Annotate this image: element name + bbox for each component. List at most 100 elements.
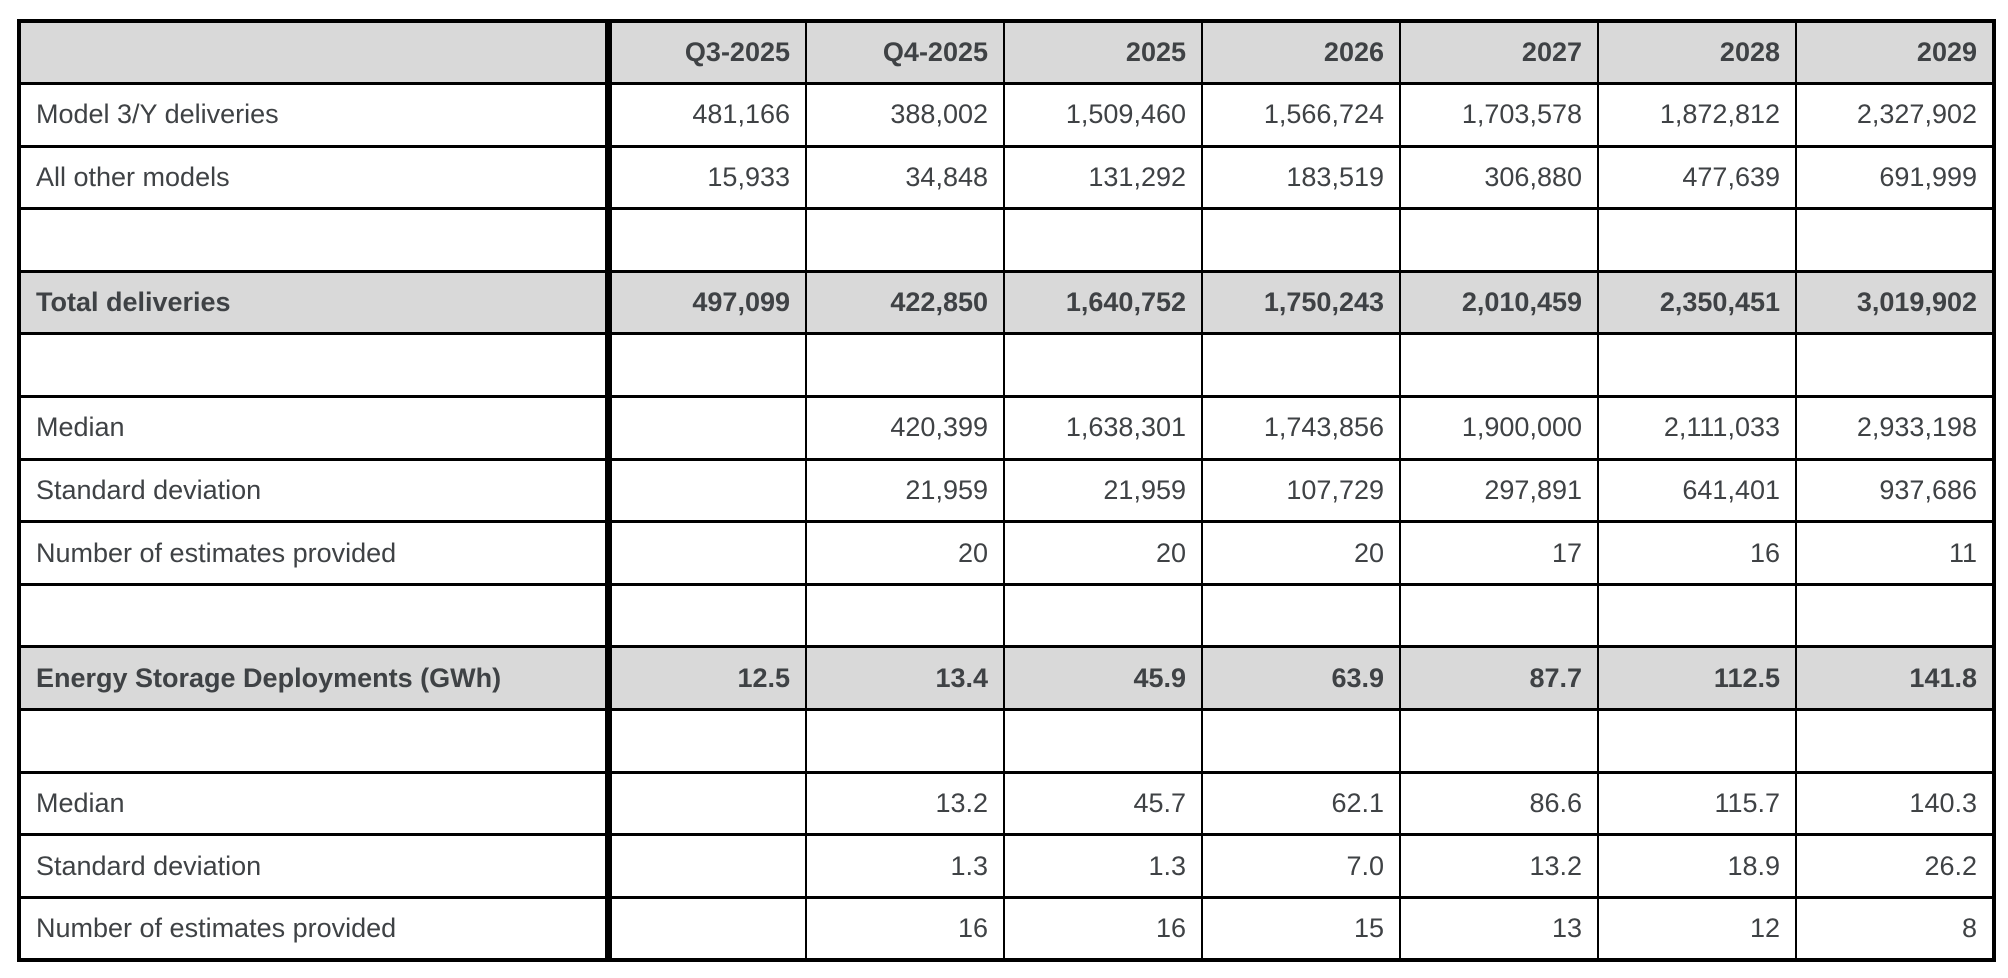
cell: 420,399 (805, 395, 1005, 461)
cell (604, 708, 807, 774)
cell (1795, 708, 1995, 774)
table-body: Model 3/Y deliveries 481,166 388,002 1,509,… (18, 82, 1995, 962)
cell: 16 (1597, 520, 1797, 586)
cell: 107,729 (1201, 457, 1401, 524)
cell: 86.6 (1399, 770, 1599, 837)
cell: 16 (1003, 895, 1203, 962)
cell: 13 (1399, 895, 1599, 962)
cell: 16 (805, 895, 1005, 962)
cell (1003, 708, 1203, 774)
cell: 12.5 (604, 645, 807, 712)
corner-cell (18, 19, 609, 86)
cell: 2,350,451 (1597, 269, 1797, 336)
cell (604, 395, 807, 461)
cell: 306,880 (1399, 144, 1599, 211)
row-label: Energy Storage Deployments (GWh) (18, 645, 609, 712)
cell: 497,099 (604, 269, 807, 336)
column-header: 2027 (1399, 19, 1599, 86)
row-label (18, 207, 609, 273)
cell: 26.2 (1795, 833, 1995, 899)
cell: 131,292 (1003, 144, 1203, 211)
row-label: Median (18, 395, 609, 461)
cell: 1,509,460 (1003, 82, 1203, 148)
cell: 20 (805, 520, 1005, 586)
cell (805, 332, 1005, 399)
row-label: All other models (18, 144, 609, 211)
table-row: All other models 15,933 34,848 131,292 183,5… (18, 144, 1995, 211)
cell: 13.2 (805, 770, 1005, 837)
cell (1795, 332, 1995, 399)
cell: 691,999 (1795, 144, 1995, 211)
cell: 1,640,752 (1003, 269, 1203, 336)
cell: 1,743,856 (1201, 395, 1401, 461)
column-header: 2029 (1795, 19, 1995, 86)
table-row: Total deliveries 497,099 422,850 1,640,752 1… (18, 269, 1995, 336)
cell (604, 520, 807, 586)
cell: 477,639 (1597, 144, 1797, 211)
row-label: Number of estimates provided (18, 520, 609, 586)
cell: 20 (1003, 520, 1203, 586)
row-label (18, 582, 609, 649)
cell: 141.8 (1795, 645, 1995, 712)
cell: 388,002 (805, 82, 1005, 148)
row-label (18, 708, 609, 774)
table-row: Model 3/Y deliveries 481,166 388,002 1,509,… (18, 82, 1995, 148)
cell: 140.3 (1795, 770, 1995, 837)
cell (604, 457, 807, 524)
cell: 13.2 (1399, 833, 1599, 899)
table-row: Standard deviation 1.3 1.3 7.0 13.2 18.9 26.2 (18, 833, 1995, 899)
cell: 18.9 (1597, 833, 1797, 899)
table-row: Number of estimates provided 16 16 15 13 12 8 (18, 895, 1995, 962)
column-header: Q4-2025 (805, 19, 1005, 86)
cell (1795, 207, 1995, 273)
row-label: Total deliveries (18, 269, 609, 336)
cell (1597, 332, 1797, 399)
cell (1399, 708, 1599, 774)
cell: 2,111,033 (1597, 395, 1797, 461)
table-row: Standard deviation 21,959 21,959 107,729 297… (18, 457, 1995, 524)
cell: 7.0 (1201, 833, 1401, 899)
cell (805, 582, 1005, 649)
cell: 12 (1597, 895, 1797, 962)
column-header: 2028 (1597, 19, 1797, 86)
estimates-table: Q3-2025 Q4-2025 2025 2026 2027 2028 2029 Model… (17, 19, 1996, 962)
cell: 297,891 (1399, 457, 1599, 524)
cell (604, 207, 807, 273)
cell: 1.3 (1003, 833, 1203, 899)
cell: 481,166 (604, 82, 807, 148)
cell (1399, 207, 1599, 273)
cell: 8 (1795, 895, 1995, 962)
cell: 1,566,724 (1201, 82, 1401, 148)
cell: 21,959 (1003, 457, 1203, 524)
cell (604, 833, 807, 899)
cell (805, 207, 1005, 273)
cell: 112.5 (1597, 645, 1797, 712)
row-label: Standard deviation (18, 833, 609, 899)
cell: 115.7 (1597, 770, 1797, 837)
cell: 183,519 (1201, 144, 1401, 211)
cell (604, 770, 807, 837)
cell (604, 895, 807, 962)
cell (1795, 582, 1995, 649)
cell: 15 (1201, 895, 1401, 962)
cell (805, 708, 1005, 774)
cell: 21,959 (805, 457, 1005, 524)
cell (1003, 582, 1203, 649)
cell: 45.7 (1003, 770, 1203, 837)
column-header: 2025 (1003, 19, 1203, 86)
spacer-row (18, 708, 1995, 774)
header-row: Q3-2025 Q4-2025 2025 2026 2027 2028 2029 (18, 19, 1995, 86)
cell: 13.4 (805, 645, 1005, 712)
row-label (18, 332, 609, 399)
spacer-row (18, 207, 1995, 273)
cell: 11 (1795, 520, 1995, 586)
cell: 34,848 (805, 144, 1005, 211)
cell: 641,401 (1597, 457, 1797, 524)
cell (1597, 708, 1797, 774)
cell: 15,933 (604, 144, 807, 211)
column-header: 2026 (1201, 19, 1401, 86)
cell: 2,327,902 (1795, 82, 1995, 148)
cell: 87.7 (1399, 645, 1599, 712)
cell (1003, 207, 1203, 273)
